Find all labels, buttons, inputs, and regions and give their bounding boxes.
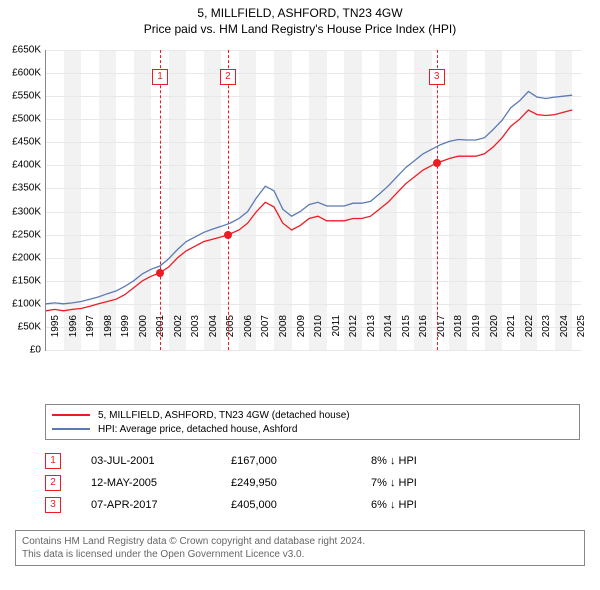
event-row: 2 12-MAY-2005£249,9507% ↓ HPI xyxy=(45,472,565,494)
y-tick-label: £250K xyxy=(1,229,41,240)
event-price: £249,950 xyxy=(231,477,371,489)
event-delta: 8% ↓ HPI xyxy=(371,455,491,467)
y-tick-label: £100K xyxy=(1,298,41,309)
legend-row: HPI: Average price, detached house, Ashf… xyxy=(52,422,573,436)
footer-attribution: Contains HM Land Registry data © Crown c… xyxy=(15,530,585,566)
plot-area: £0£50K£100K£150K£200K£250K£300K£350K£400… xyxy=(45,50,581,351)
legend-box: 5, MILLFIELD, ASHFORD, TN23 4GW (detache… xyxy=(45,404,580,440)
legend-swatch xyxy=(52,428,90,430)
event-row: 3 07-APR-2017£405,0006% ↓ HPI xyxy=(45,494,565,516)
event-price: £405,000 xyxy=(231,499,371,511)
subtitle: Price paid vs. HM Land Registry's House … xyxy=(0,22,600,36)
y-tick-label: £450K xyxy=(1,137,41,148)
event-date: 12-MAY-2005 xyxy=(91,477,231,489)
y-tick-label: £650K xyxy=(1,45,41,56)
y-tick-label: £350K xyxy=(1,183,41,194)
event-delta: 6% ↓ HPI xyxy=(371,499,491,511)
y-tick-label: £200K xyxy=(1,252,41,263)
footer-line-2: This data is licensed under the Open Gov… xyxy=(22,548,578,561)
footer-line-1: Contains HM Land Registry data © Crown c… xyxy=(22,535,578,548)
event-price: £167,000 xyxy=(231,455,371,467)
event-index-box: 2 xyxy=(45,475,61,491)
y-tick-label: £500K xyxy=(1,114,41,125)
y-tick-label: £400K xyxy=(1,160,41,171)
title-block: 5, MILLFIELD, ASHFORD, TN23 4GW Price pa… xyxy=(0,0,600,38)
series-line xyxy=(46,110,572,311)
event-index-box: 1 xyxy=(45,453,61,469)
event-row: 1 03-JUL-2001£167,0008% ↓ HPI xyxy=(45,450,565,472)
series-line xyxy=(46,92,572,304)
legend-label: 5, MILLFIELD, ASHFORD, TN23 4GW (detache… xyxy=(98,410,350,421)
y-tick-label: £50K xyxy=(1,321,41,332)
events-table: 1 03-JUL-2001£167,0008% ↓ HPI 2 12-MAY-2005… xyxy=(45,450,565,516)
y-tick-label: £300K xyxy=(1,206,41,217)
event-date: 07-APR-2017 xyxy=(91,499,231,511)
event-delta: 7% ↓ HPI xyxy=(371,477,491,489)
legend-label: HPI: Average price, detached house, Ashf… xyxy=(98,424,297,435)
legend-swatch xyxy=(52,414,90,416)
figure-container: 5, MILLFIELD, ASHFORD, TN23 4GW Price pa… xyxy=(0,0,600,590)
series-svg xyxy=(46,50,581,350)
y-tick-label: £550K xyxy=(1,91,41,102)
chart-area: £0£50K£100K£150K£200K£250K£300K£350K£400… xyxy=(45,50,580,400)
address-title: 5, MILLFIELD, ASHFORD, TN23 4GW xyxy=(0,6,600,20)
event-index-box: 3 xyxy=(45,497,61,513)
legend-row: 5, MILLFIELD, ASHFORD, TN23 4GW (detache… xyxy=(52,408,573,422)
y-tick-label: £0 xyxy=(1,345,41,356)
y-tick-label: £600K xyxy=(1,68,41,79)
event-date: 03-JUL-2001 xyxy=(91,455,231,467)
y-tick-label: £150K xyxy=(1,275,41,286)
